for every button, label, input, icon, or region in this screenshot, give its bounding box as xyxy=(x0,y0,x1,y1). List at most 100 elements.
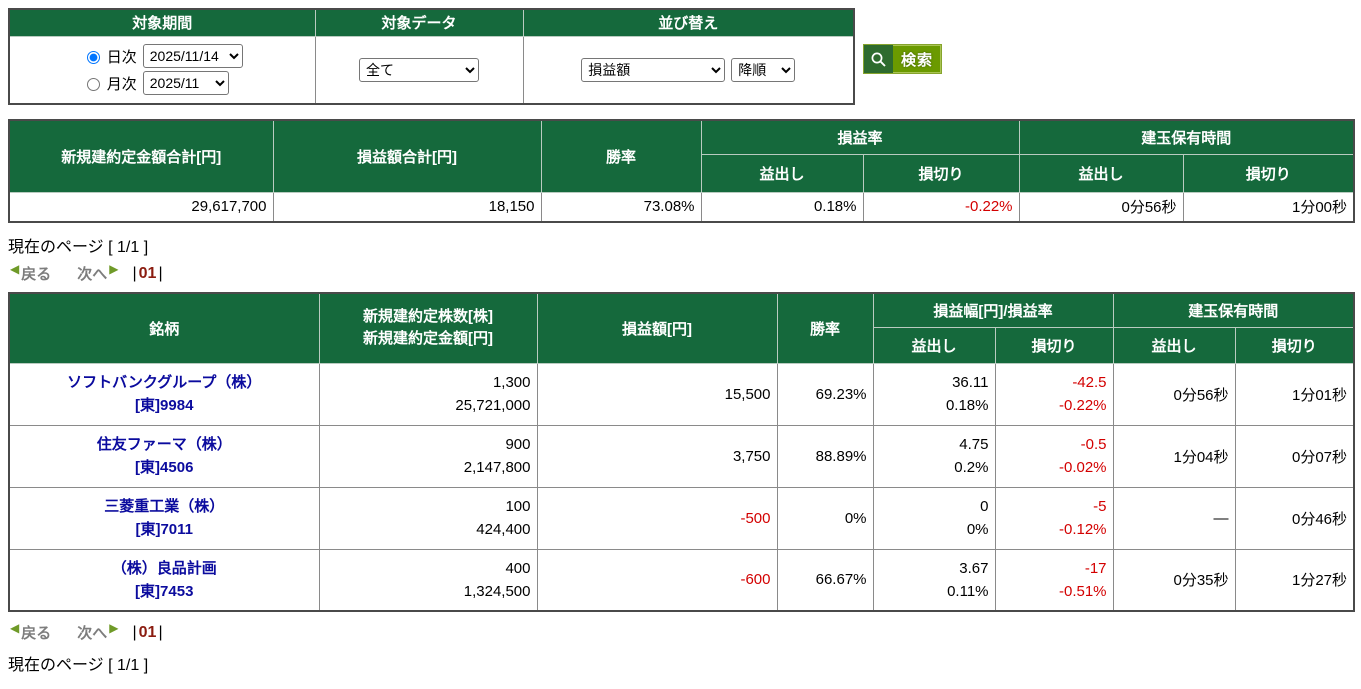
sort-order-select[interactable]: 降順 xyxy=(731,57,796,82)
filter-bar: 対象期間 対象データ 並び替え 日次 2025/11/14 xyxy=(8,8,1361,105)
results-table: 銘柄 新規建約定株数[株] 新規建約定金額[円] 損益額[円] 勝率 損益幅[円… xyxy=(8,292,1356,612)
table-row: 三菱重工業（株） [東]7011 100 424,400 -500 0% 0 0… xyxy=(8,486,1355,550)
summary-col-amount: 新規建約定金額合計[円] xyxy=(8,119,274,193)
stock-cell: ソフトバンクグループ（株） [東]9984 xyxy=(8,362,320,426)
monthly-date-select[interactable]: 2025/11 xyxy=(142,71,229,96)
rate-loss-cell: -5 -0.12% xyxy=(994,486,1114,550)
daily-radio[interactable] xyxy=(86,51,100,65)
stock-code: [東]7011 xyxy=(135,521,194,538)
page-numbers: | 01 | xyxy=(132,264,163,282)
filter-period-cell: 日次 2025/11/14 月次 2025/11 xyxy=(8,35,316,105)
filter-period-header: 対象期間 xyxy=(8,8,316,37)
summary-col-pl: 損益額合計[円] xyxy=(272,119,542,193)
filter-sort-cell: 損益額 降順 xyxy=(522,35,855,105)
pl-cell: 3,750 xyxy=(536,424,778,488)
search-button[interactable]: 検索 xyxy=(863,44,943,74)
summary-amount: 29,617,700 xyxy=(8,191,274,223)
back-link-label: 戻る xyxy=(21,266,52,283)
shares-cell: 400 1,324,500 xyxy=(318,548,538,612)
daily-radio-label[interactable]: 日次 xyxy=(82,46,137,67)
col-hold-profit: 益出し xyxy=(1112,326,1236,364)
next-link[interactable]: 次へ ▶ xyxy=(77,263,118,284)
back-link[interactable]: ◀ 戻る xyxy=(10,622,51,643)
summary-pl: 18,150 xyxy=(272,191,542,223)
col-rate-loss: 損切り xyxy=(994,326,1114,364)
stock-name: 住友ファーマ（株） xyxy=(96,435,232,453)
stock-name: 三菱重工業（株） xyxy=(104,497,225,515)
pl-cell: 15,500 xyxy=(536,362,778,426)
rate-loss-cell: -42.5 -0.22% xyxy=(994,362,1114,426)
stock-cell: （株）良品計画 [東]7453 xyxy=(8,548,320,612)
back-link[interactable]: ◀ 戻る xyxy=(10,263,51,284)
table-row: （株）良品計画 [東]7453 400 1,324,500 -600 66.67… xyxy=(8,548,1355,612)
shares-cell: 100 424,400 xyxy=(318,486,538,550)
stock-link[interactable]: ソフトバンクグループ（株） [東]9984 xyxy=(67,371,261,418)
page-numbers: | 01 | xyxy=(132,623,163,641)
summary-win: 73.08% xyxy=(540,191,702,223)
pagination-bottom: ◀ 戻る 次へ ▶ | 01 | xyxy=(10,622,1361,643)
col-stock: 銘柄 xyxy=(8,292,320,364)
summary-rate-loss: -0.22% xyxy=(862,191,1020,223)
col-shares: 新規建約定株数[株] 新規建約定金額[円] xyxy=(318,292,538,364)
sort-key-select[interactable]: 損益額 xyxy=(581,57,726,82)
summary-col-hold-profit: 益出し xyxy=(1018,153,1184,193)
summary-col-rate-loss: 損切り xyxy=(862,153,1020,193)
filter-data-cell: 全て xyxy=(314,35,524,105)
summary-hold-loss: 1分00秒 xyxy=(1182,191,1355,223)
back-arrow-icon: ◀ xyxy=(10,262,20,276)
stock-code: [東]4506 xyxy=(135,459,194,476)
summary-col-rate: 損益率 xyxy=(700,119,1020,155)
stock-link[interactable]: 三菱重工業（株） [東]7011 xyxy=(104,495,224,542)
col-rate-profit: 益出し xyxy=(872,326,996,364)
filter-data-header: 対象データ xyxy=(314,8,524,37)
stock-cell: 三菱重工業（株） [東]7011 xyxy=(8,486,320,550)
page-number-1[interactable]: 01 xyxy=(138,623,157,641)
filter-sort-header: 並び替え xyxy=(522,8,855,37)
daily-date-select[interactable]: 2025/11/14 xyxy=(142,44,243,69)
summary-col-hold: 建玉保有時間 xyxy=(1018,119,1355,155)
col-pl: 損益額[円] xyxy=(536,292,778,364)
pl-cell: -600 xyxy=(536,548,778,612)
search-button-label: 検索 xyxy=(901,51,934,69)
daily-label-text: 日次 xyxy=(106,48,137,66)
next-link[interactable]: 次へ ▶ xyxy=(77,622,118,643)
monthly-label-text: 月次 xyxy=(106,75,137,93)
summary-table: 新規建約定金額合計[円] 損益額合計[円] 勝率 損益率 建玉保有時間 益出し … xyxy=(8,119,1356,223)
hold-loss-cell: 0分46秒 xyxy=(1234,486,1355,550)
col-hold: 建玉保有時間 xyxy=(1112,292,1355,328)
stock-code: [東]7453 xyxy=(135,582,194,600)
shares-cell: 1,300 25,721,000 xyxy=(318,362,538,426)
summary-col-rate-profit: 益出し xyxy=(700,153,864,193)
next-arrow-icon: ▶ xyxy=(109,621,119,635)
rate-loss-cell: -17 -0.51% xyxy=(994,548,1114,612)
rate-profit-cell: 3.67 0.11% xyxy=(872,548,996,612)
target-data-select[interactable]: 全て xyxy=(359,57,479,82)
back-link-label: 戻る xyxy=(21,625,52,642)
hold-profit-cell: 1分04秒 xyxy=(1112,424,1236,488)
stock-name: ソフトバンクグループ（株） xyxy=(67,373,262,391)
stock-link[interactable]: （株）良品計画 [東]7453 xyxy=(112,557,217,604)
win-cell: 88.89% xyxy=(776,424,874,488)
hold-profit-cell: 0分35秒 xyxy=(1112,548,1236,612)
stock-link[interactable]: 住友ファーマ（株） [東]4506 xyxy=(97,433,232,480)
current-page-info-top: 現在のページ [ 1/1 ] xyxy=(8,239,149,256)
monthly-radio[interactable] xyxy=(86,78,100,92)
rate-profit-cell: 0 0% xyxy=(872,486,996,550)
filter-table: 対象期間 対象データ 並び替え 日次 2025/11/14 xyxy=(8,8,855,105)
col-rate: 損益幅[円]/損益率 xyxy=(872,292,1114,328)
hold-loss-cell: 1分01秒 xyxy=(1234,362,1355,426)
page-number-1[interactable]: 01 xyxy=(138,264,157,282)
monthly-radio-label[interactable]: 月次 xyxy=(82,73,137,94)
table-row: ソフトバンクグループ（株） [東]9984 1,300 25,721,000 1… xyxy=(8,362,1355,426)
hold-loss-cell: 1分27秒 xyxy=(1234,548,1355,612)
win-cell: 66.67% xyxy=(776,548,874,612)
win-cell: 69.23% xyxy=(776,362,874,426)
next-link-label: 次へ xyxy=(77,266,108,283)
back-arrow-icon: ◀ xyxy=(10,621,20,635)
stock-cell: 住友ファーマ（株） [東]4506 xyxy=(8,424,320,488)
hold-profit-cell: 0分56秒 xyxy=(1112,362,1236,426)
stock-name: （株）良品計画 xyxy=(111,559,217,577)
summary-col-win: 勝率 xyxy=(540,119,702,193)
hold-profit-cell: ― xyxy=(1112,486,1236,550)
